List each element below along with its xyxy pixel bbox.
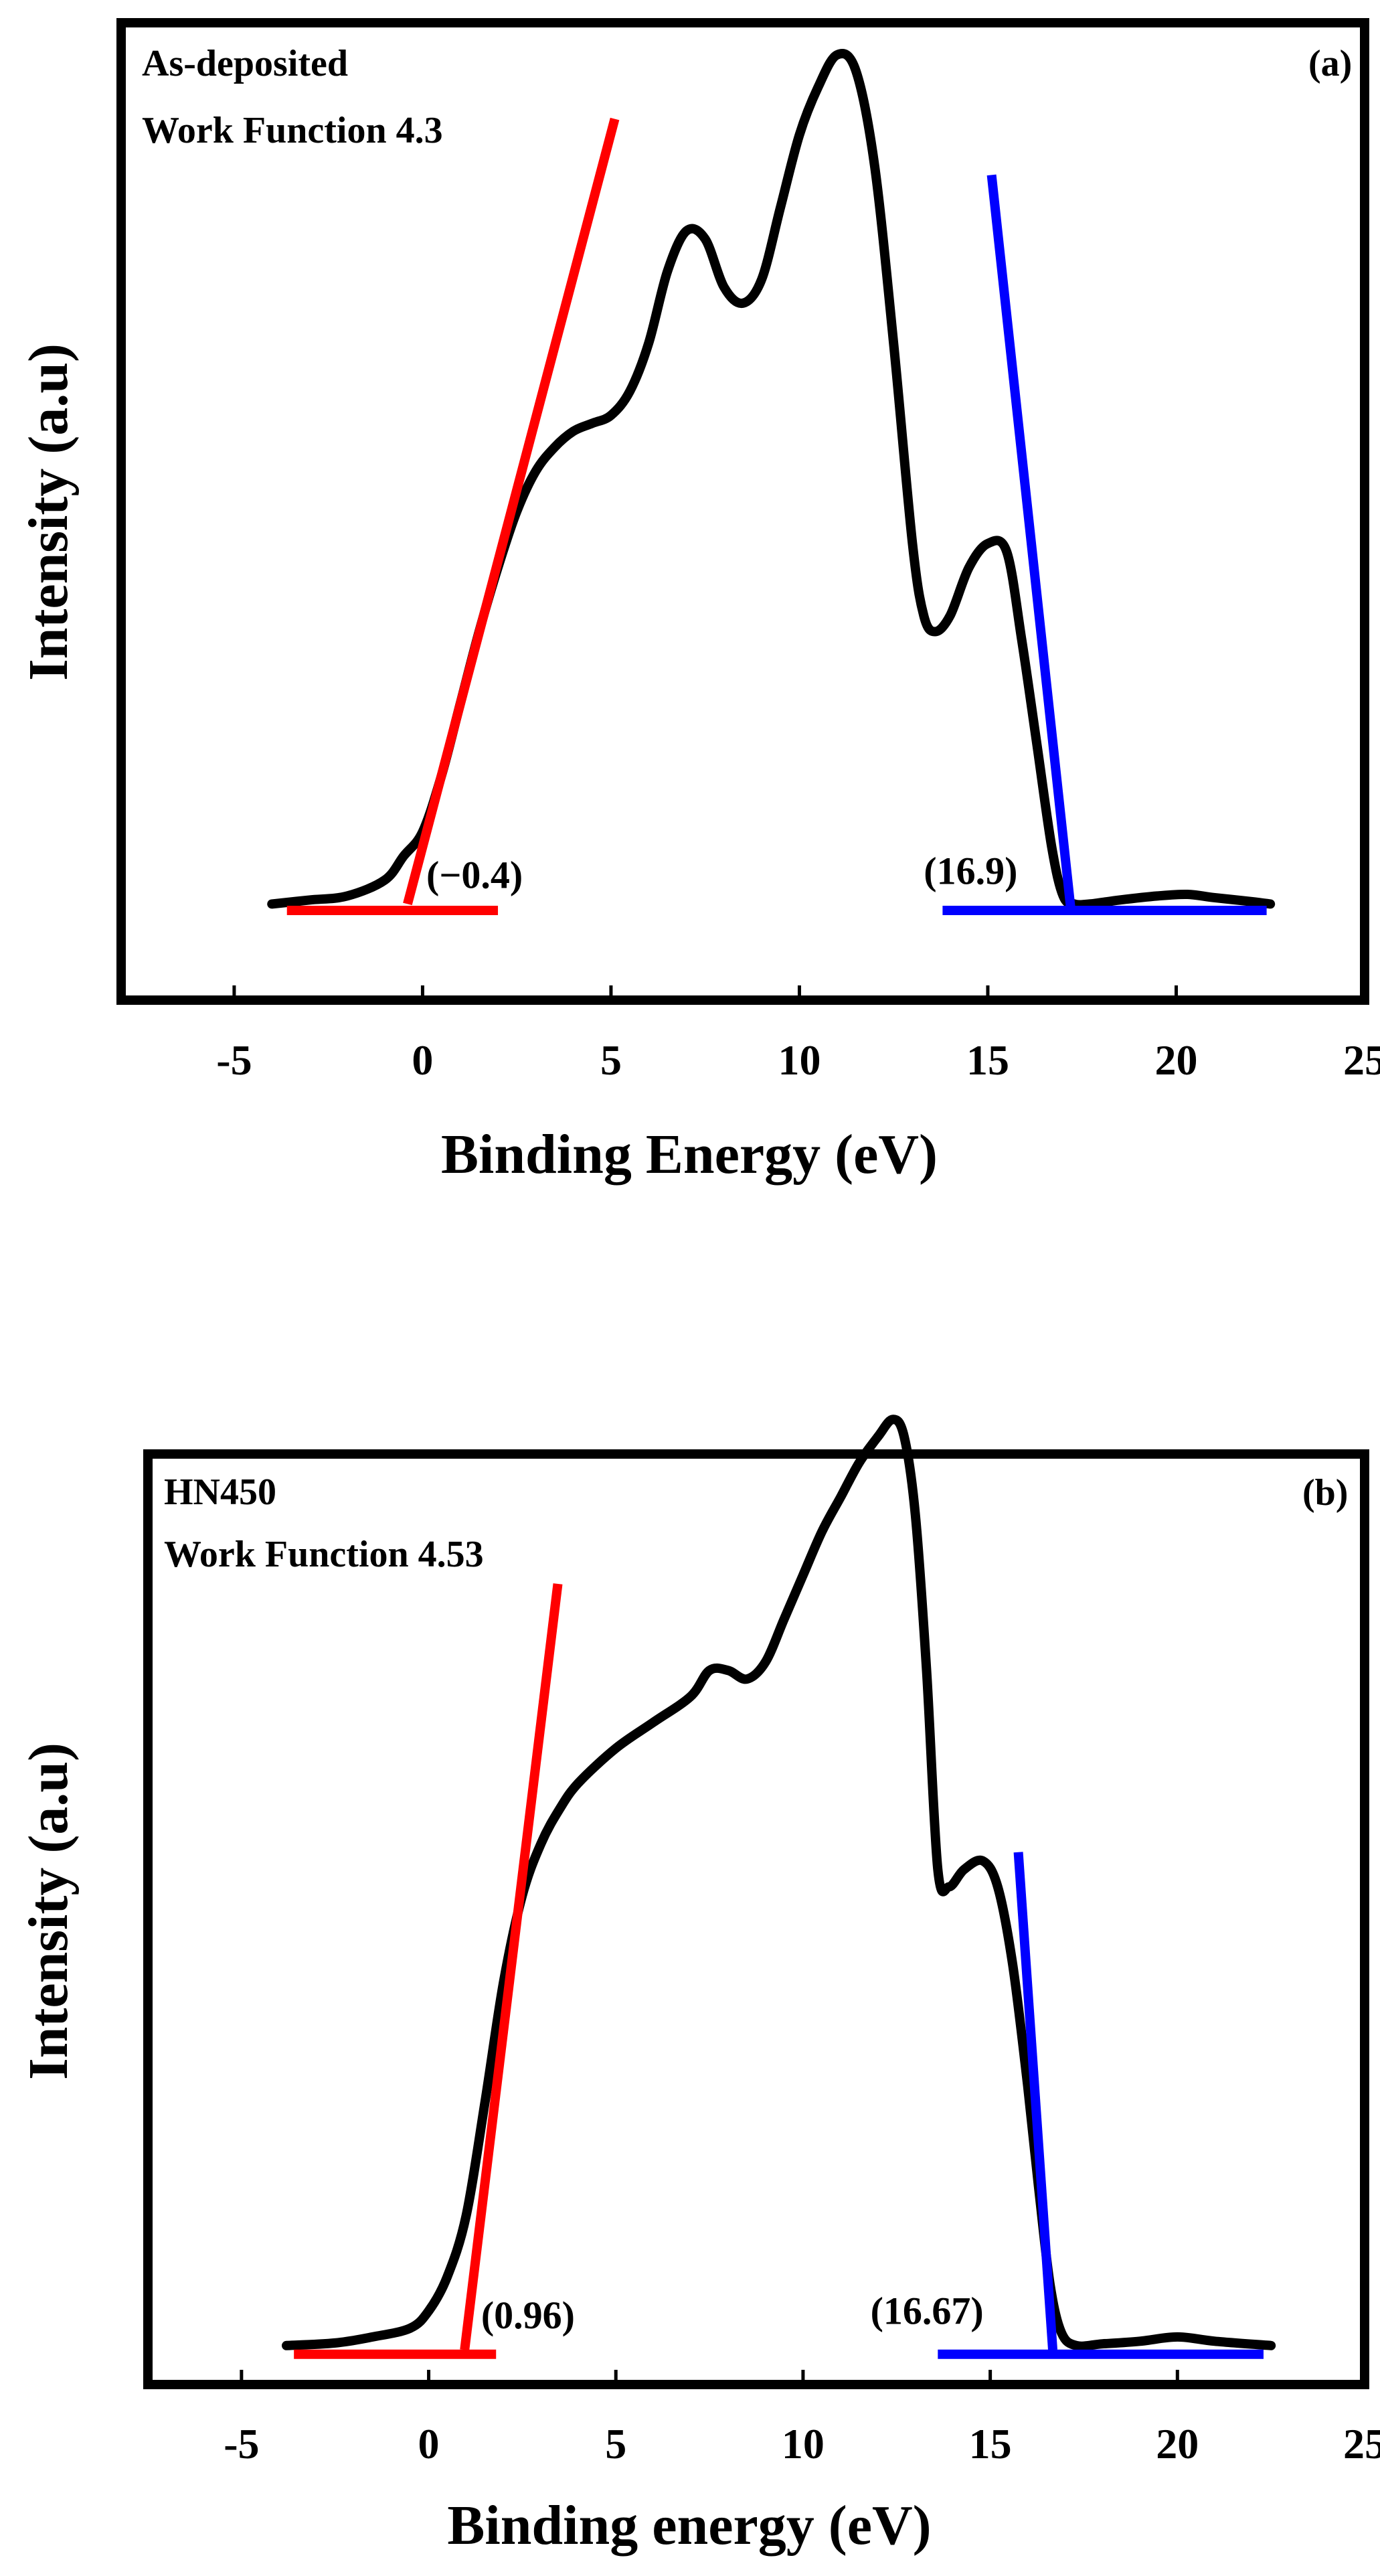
x-tick-label: -5 <box>216 1036 252 1084</box>
panel-a-y-axis-title: Intensity (a.u) <box>17 343 80 681</box>
panel-b-frame <box>143 1449 1369 2389</box>
panel-b-y-axis-title: Intensity (a.u) <box>17 1743 80 2080</box>
panel-b-annotations: (0.96) (16.67) <box>481 2289 984 2336</box>
panel-a-sample-label: As-deposited <box>142 43 348 84</box>
onset-value-label: (−0.4) <box>426 853 523 896</box>
low-energy-onset-fit-line <box>460 1583 563 2351</box>
panel-b-x-axis-title: Binding energy (eV) <box>447 2494 931 2557</box>
onset-value-label: (0.96) <box>481 2293 575 2337</box>
panel-a-label: (a) <box>1308 43 1352 84</box>
x-tick-label: 15 <box>969 2420 1012 2468</box>
x-tick-label: 20 <box>1156 2420 1199 2468</box>
panel-b: -5 0 5 10 15 20 25 HN450 Work Function 4.53 (b… <box>17 1415 1380 2557</box>
panel-b-sample-label: HN450 <box>164 1471 276 1513</box>
low-energy-onset-fit-line <box>403 117 620 906</box>
panel-a-work-function: Work Function 4.3 <box>142 110 443 151</box>
panel-b-x-ticks: -5 0 5 10 15 20 25 <box>224 2370 1380 2468</box>
x-tick-label: 25 <box>1343 2420 1380 2468</box>
panel-a-x-ticks: -5 0 5 10 15 20 25 <box>216 985 1380 1084</box>
panel-b-work-function: Work Function 4.53 <box>164 1534 484 1575</box>
panel-a-frame <box>116 18 1369 1005</box>
x-tick-label: 5 <box>600 1036 622 1084</box>
x-tick-label: 15 <box>966 1036 1009 1084</box>
x-tick-label: -5 <box>224 2420 259 2468</box>
panel-a-curves <box>267 49 1276 915</box>
x-tick-label: 25 <box>1343 1036 1380 1084</box>
panel-b-curves <box>282 1415 1276 2359</box>
x-tick-label: 5 <box>605 2420 626 2468</box>
panel-a-annotations: (−0.4) (16.9) <box>426 849 1017 896</box>
x-tick-label: 10 <box>782 2420 825 2468</box>
cutoff-value-label: (16.9) <box>924 849 1017 892</box>
panel-a: -5 0 5 10 15 20 25 As-deposited Work Function … <box>17 18 1380 1186</box>
x-tick-label: 0 <box>412 1036 433 1084</box>
cutoff-value-label: (16.67) <box>871 2289 984 2332</box>
x-tick-label: 10 <box>778 1036 821 1084</box>
spectrum-line <box>267 49 1276 910</box>
x-tick-label: 20 <box>1154 1036 1197 1084</box>
x-tick-label: 0 <box>418 2420 440 2468</box>
panel-b-label: (b) <box>1302 1472 1348 1514</box>
high-energy-cutoff-fit-line <box>986 174 1075 909</box>
high-energy-cutoff-fit-line <box>1013 1852 1058 2350</box>
panel-a-x-axis-title: Binding Energy (eV) <box>441 1123 938 1186</box>
